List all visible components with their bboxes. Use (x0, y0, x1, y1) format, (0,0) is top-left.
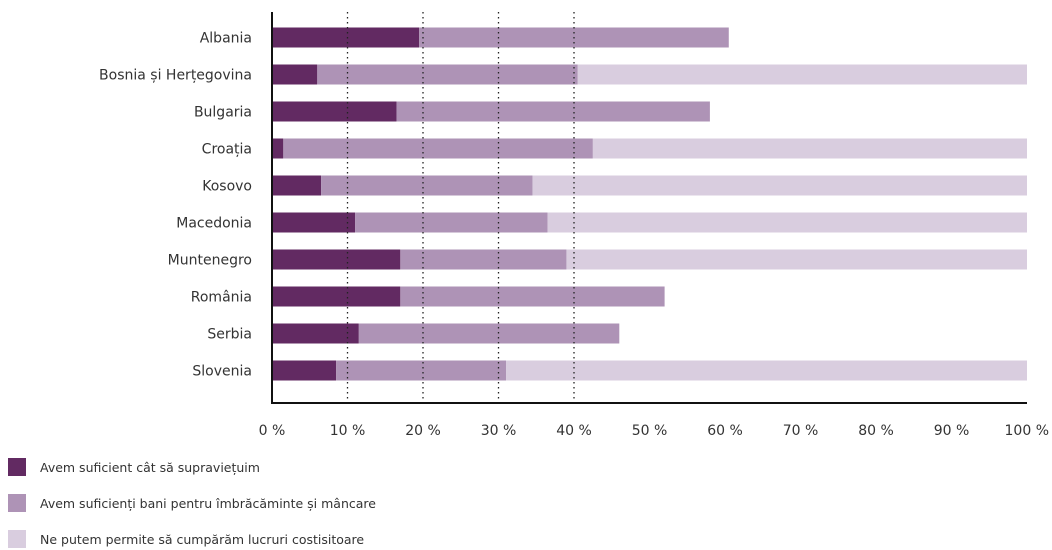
bar-segment (272, 101, 397, 122)
category-label: Kosovo (202, 179, 252, 195)
x-tick-label: 100 % (1005, 423, 1049, 439)
gridlines (346, 12, 575, 403)
bar-segment (400, 249, 567, 270)
bar-segment (317, 64, 578, 85)
legend-swatch (8, 494, 26, 512)
bar-segment (400, 286, 665, 307)
bar-segment (272, 360, 337, 381)
x-tick-label: 50 % (632, 423, 668, 439)
legend-label: Ne putem permite să cumpărăm lucruri cos… (40, 531, 365, 547)
bars (272, 27, 1027, 381)
axes (271, 12, 1027, 404)
category-label: Slovenia (192, 364, 252, 380)
bar-segment (272, 64, 318, 85)
x-tick-labels: 0 % 10 % 20 % 30 % 40 % 50 % 60 % 70 % 80 % 90 % 1… (259, 423, 1049, 439)
bar-segment (272, 249, 401, 270)
legend-item: Avem suficienți bani pentru îmbrăcăminte… (8, 492, 376, 514)
category-label: Serbia (207, 327, 252, 343)
bar-segment (336, 360, 507, 381)
x-tick-label: 10 % (330, 423, 366, 439)
category-labels: Albania Bosnia și Herțegovina Bulgaria Croa… (99, 31, 252, 380)
bar-segment (566, 249, 1027, 270)
category-label: Bulgaria (194, 105, 252, 121)
legend-label: Avem suficient cât să supraviețuim (40, 459, 260, 475)
bar-segment (547, 212, 1027, 233)
bar-segment (532, 175, 1027, 196)
bar-segment (321, 175, 533, 196)
legend: Avem suficient cât să supraviețuim Avem s… (8, 456, 376, 550)
bar-segment (272, 175, 322, 196)
category-label: Macedonia (176, 216, 252, 232)
category-label: Albania (200, 31, 252, 47)
bar-segment (355, 212, 548, 233)
bar-segment (272, 27, 420, 48)
bar-segment (272, 286, 401, 307)
x-tick-label: 30 % (481, 423, 517, 439)
category-label: Bosnia și Herțegovina (99, 68, 252, 84)
category-label: Muntenegro (168, 253, 252, 269)
x-tick-label: 80 % (858, 423, 894, 439)
bar-segment (396, 101, 710, 122)
bar-segment (272, 323, 359, 344)
legend-label: Avem suficienți bani pentru îmbrăcăminte… (40, 495, 376, 511)
category-label: România (191, 290, 252, 306)
category-label: Croația (202, 142, 252, 158)
bar-segment (272, 212, 356, 233)
bar-segment (577, 64, 1027, 85)
x-tick-label: 70 % (783, 423, 819, 439)
x-tick-label: 60 % (707, 423, 743, 439)
x-tick-label: 90 % (934, 423, 970, 439)
legend-swatch (8, 458, 26, 476)
bar-segment (358, 323, 620, 344)
x-tick-label: 0 % (259, 423, 286, 439)
x-tick-label: 40 % (556, 423, 592, 439)
legend-swatch (8, 530, 26, 548)
bar-segment (283, 138, 593, 159)
legend-item: Ne putem permite să cumpărăm lucruri cos… (8, 528, 376, 550)
stacked-bar-chart: Albania Bosnia și Herțegovina Bulgaria Croa… (99, 12, 1049, 439)
bar-segment (272, 138, 284, 159)
x-tick-label: 20 % (405, 423, 441, 439)
bar-segment (592, 138, 1027, 159)
legend-item: Avem suficient cât să supraviețuim (8, 456, 376, 478)
bar-segment (506, 360, 1027, 381)
